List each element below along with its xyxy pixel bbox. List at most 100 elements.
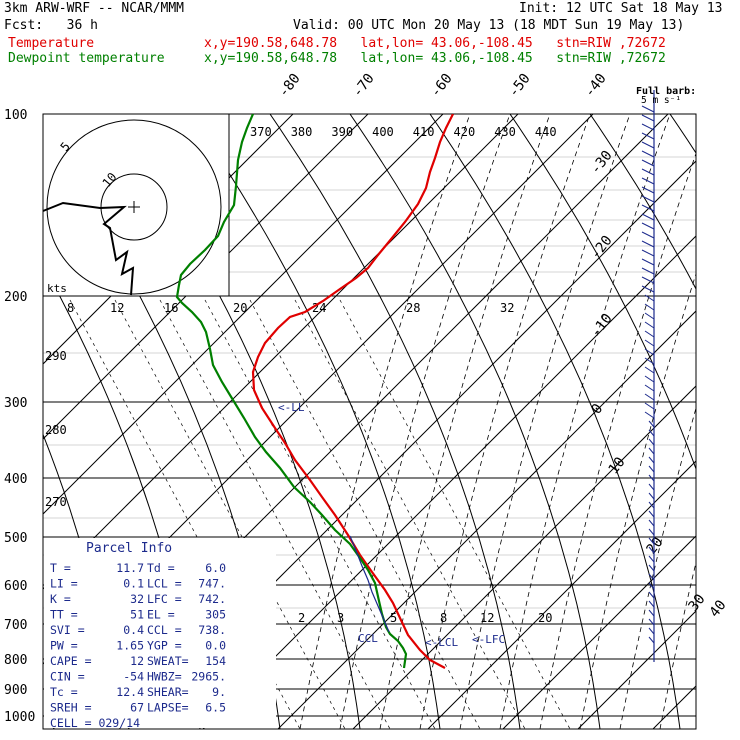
parcel-info-label: K =: [50, 592, 71, 606]
moist-adiabat: [539, 152, 696, 729]
wind-barb: [644, 357, 655, 365]
wind-barb: [641, 141, 655, 149]
parcel-info-label: T =: [50, 561, 71, 575]
pressure-tick-900: 900: [4, 683, 27, 698]
parcel-info-value: 0.1: [123, 577, 144, 591]
parcel-info-label: EL =: [147, 608, 175, 622]
parcel-info-value: 32: [130, 592, 144, 606]
wind-barb: [641, 231, 655, 239]
parcel-info-label: CIN =: [50, 670, 85, 684]
theta-left-label-270: 270: [45, 495, 67, 509]
barb-legend-line2: 5 m s⁻¹: [641, 95, 681, 106]
hodograph-ring-outer: [46, 119, 222, 295]
isotherm-label--20: -20: [588, 233, 616, 263]
parcel-info-label: Td =: [147, 561, 175, 575]
model-title: 3km ARW-WRF -- NCAR/MMM: [4, 1, 185, 16]
wind-barb: [641, 168, 655, 176]
wind-barb: [648, 555, 655, 563]
parcel-info-value: 0.0: [205, 639, 226, 653]
wind-barb: [648, 483, 655, 491]
wind-barb: [641, 114, 655, 122]
dry-adiabat: [429, 114, 681, 729]
wind-barb: [641, 123, 655, 131]
wind-barb: [648, 447, 655, 455]
theta-label-430: 430: [494, 125, 516, 139]
wind-barb: [641, 258, 655, 266]
wind-barb: [644, 384, 655, 392]
mixing-ratio-line: [339, 299, 571, 729]
isotherm-line: [427, 460, 696, 729]
wind-barb: [648, 636, 655, 644]
wind-barb: [648, 528, 655, 536]
init-time: Init: 12 UTC Sat 18 May 13: [519, 1, 723, 16]
parcel-info-label: LFC =: [147, 592, 182, 606]
isotherm-line: [202, 235, 696, 729]
parcel-info-label: SVI =: [50, 623, 85, 637]
isotherm-line: [352, 385, 696, 729]
parcel-info-label: SREH =: [50, 701, 92, 715]
wind-barb: [644, 339, 655, 347]
parcel-info-label: CCL =: [147, 623, 182, 637]
wind-barb: [644, 330, 655, 338]
temperature-legend: Temperature: [8, 36, 95, 51]
parcel-info-value: 305: [205, 608, 226, 622]
wind-barb: [648, 573, 655, 581]
isotherm-label--10: -10: [588, 311, 616, 341]
pressure-tick-100: 100: [4, 108, 27, 123]
isotherm-label--60: -60: [428, 71, 456, 101]
wind-barb: [641, 213, 655, 221]
level-marker-ccl: CCL: [358, 632, 378, 645]
isotherm-label-40: 40: [707, 597, 730, 620]
dry-adiabat: [189, 114, 441, 729]
mixing-ratio-low-label-12: 12: [480, 611, 494, 625]
wind-barb: [644, 411, 655, 419]
wind-barb: [644, 312, 655, 320]
level-marker-ll: <-LL: [278, 401, 305, 414]
parcel-info-label: TT =: [50, 608, 78, 622]
isotherm-line: [277, 310, 696, 729]
level-marker-lfc: <-LFC: [472, 633, 505, 646]
wind-barb: [648, 420, 655, 428]
pressure-tick-400: 400: [4, 472, 27, 487]
pressure-tick-800: 800: [4, 653, 27, 668]
wind-barb: [648, 474, 655, 482]
hodograph-trace: [42, 201, 135, 296]
isotherm-label--70: -70: [350, 71, 378, 101]
theta-left-label-290: 290: [45, 349, 67, 363]
dry-adiabat: [669, 114, 696, 154]
mixing-ratio-line: [249, 299, 481, 729]
moist-adiabat: [419, 114, 591, 729]
isotherm-label--50: -50: [506, 71, 534, 101]
parcel-info-value: 2965.: [191, 670, 226, 684]
isotherm-line: [502, 535, 696, 729]
parcel-info-value: -54: [123, 670, 144, 684]
mixing-ratio-low-label-5: 5: [390, 611, 397, 625]
dewpoint-trace: [175, 114, 408, 669]
parcel-info-label: Tc =: [50, 685, 78, 699]
parcel-info-label: LI =: [50, 577, 78, 591]
wind-barb: [648, 519, 655, 527]
theta-label-440: 440: [535, 125, 557, 139]
isotherm-label-20: 20: [644, 534, 667, 557]
dry-adiabat: [589, 114, 696, 291]
parcel-info-value: 51: [130, 608, 144, 622]
isotherm-line: [43, 114, 444, 515]
wind-barb: [644, 294, 655, 302]
parcel-info-value: 11.7: [116, 561, 144, 575]
parcel-info-label: YGP =: [147, 639, 182, 653]
wind-barb: [641, 150, 655, 158]
hodograph-units: kts: [47, 282, 67, 295]
wind-barb: [648, 510, 655, 518]
theta-label-370: 370: [250, 125, 272, 139]
plot-frame: [42, 113, 697, 730]
mixing-ratio-label-20: 20: [233, 301, 247, 315]
valid-time: Valid: 00 UTC Mon 20 May 13 (18 MDT Sun …: [293, 18, 685, 33]
parcel-info-label: PW =: [50, 639, 78, 653]
wind-barb: [644, 402, 655, 410]
dewpoint-legend: Dewpoint temperature: [8, 51, 165, 66]
isotherm-line: [43, 114, 369, 440]
wind-barb: [644, 393, 655, 401]
forecast-hour: Fcst: 36 h: [4, 18, 98, 33]
parcel-info-value: 12.4: [116, 685, 144, 699]
